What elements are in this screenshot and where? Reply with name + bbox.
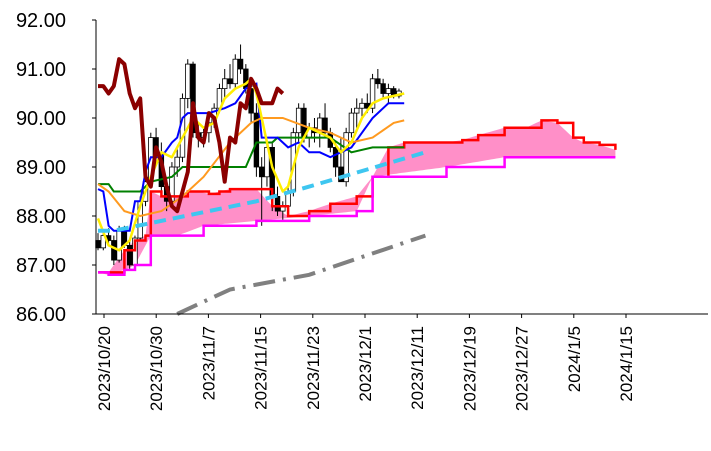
y-tick-label: 86.00 (16, 304, 66, 326)
trend-line-lower (176, 233, 427, 316)
y-tick-label: 92.00 (16, 10, 66, 32)
trend-line-upper (98, 150, 426, 233)
y-tick-label: 89.00 (16, 157, 66, 179)
candle-body (274, 195, 281, 212)
candle-body (227, 78, 233, 85)
candle-body (237, 58, 244, 70)
candle-body (258, 166, 265, 178)
tenkan-line (97, 82, 405, 232)
candle-body (111, 240, 117, 261)
candle-body (253, 112, 260, 168)
candle-body (190, 63, 196, 134)
x-tick-label: 2023/11/15 (252, 326, 271, 410)
lagging-span-line (98, 57, 285, 214)
candle-body (322, 117, 328, 134)
candle-body (126, 244, 133, 266)
candle-body (343, 132, 349, 183)
x-tick-label: 2024/1/15 (617, 326, 636, 402)
candle-body (348, 112, 355, 134)
x-tick-label: 2023/12/1 (356, 326, 375, 402)
span-b-line (98, 155, 616, 277)
x-tick-label: 2023/10/20 (95, 326, 114, 411)
candle-body (385, 88, 392, 94)
y-tick-label: 91.00 (16, 59, 66, 81)
y-tick-label: 90.00 (16, 108, 66, 130)
candle-body (359, 102, 365, 109)
y-tick-label: 88.00 (16, 206, 66, 228)
y-tick-label: 87.00 (16, 255, 66, 277)
candle-body (332, 146, 339, 168)
x-tick-label: 2023/12/27 (513, 326, 532, 411)
candle-body (338, 166, 344, 183)
candle-body (295, 107, 302, 134)
candle-body (375, 78, 381, 85)
x-tick-label: 2023/12/11 (408, 326, 427, 410)
candle-body (222, 78, 228, 90)
candle-body (100, 235, 106, 249)
candle-body (380, 83, 386, 94)
candle-body (232, 58, 238, 85)
x-tick-label: 2023/10/30 (147, 326, 166, 411)
x-tick-label: 2023/11/7 (199, 326, 218, 400)
candle-body (369, 78, 376, 109)
x-tick-label: 2023/12/19 (460, 326, 479, 411)
candle-body (116, 230, 122, 261)
candle-body (174, 156, 180, 168)
ma-mid-line (97, 117, 405, 218)
x-tick-label: 2024/1/5 (565, 326, 584, 392)
span-a-line (98, 119, 617, 274)
x-tick-label: 2023/11/23 (304, 326, 323, 410)
candle-body (354, 107, 360, 114)
candle-body (185, 63, 191, 99)
